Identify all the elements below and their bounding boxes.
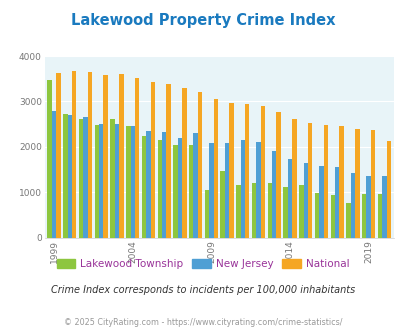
Bar — [345, 203, 350, 238]
Bar — [354, 129, 359, 238]
Bar — [63, 114, 68, 238]
Bar — [236, 185, 240, 238]
Bar — [370, 130, 374, 238]
Bar — [213, 99, 217, 238]
Text: © 2025 CityRating.com - https://www.cityrating.com/crime-statistics/: © 2025 CityRating.com - https://www.city… — [64, 318, 341, 327]
Bar — [72, 71, 76, 238]
Bar — [292, 119, 296, 238]
Bar — [260, 107, 264, 238]
Bar — [166, 84, 171, 238]
Legend: Lakewood Township, New Jersey, National: Lakewood Township, New Jersey, National — [52, 254, 353, 273]
Bar — [361, 194, 366, 238]
Bar — [204, 190, 209, 238]
Bar — [130, 126, 134, 238]
Bar — [381, 176, 386, 238]
Text: Crime Index corresponds to incidents per 100,000 inhabitants: Crime Index corresponds to incidents per… — [51, 285, 354, 295]
Bar — [330, 195, 334, 238]
Bar — [318, 166, 323, 238]
Bar — [193, 133, 197, 238]
Bar — [303, 163, 307, 238]
Bar — [245, 104, 249, 238]
Bar — [229, 103, 233, 238]
Bar — [99, 124, 103, 238]
Bar — [377, 194, 381, 238]
Bar — [350, 173, 354, 238]
Bar — [339, 125, 343, 238]
Bar — [267, 183, 271, 238]
Bar — [47, 80, 52, 238]
Text: Lakewood Property Crime Index: Lakewood Property Crime Index — [70, 13, 335, 28]
Bar — [366, 176, 370, 238]
Bar — [162, 132, 166, 238]
Bar — [126, 126, 130, 238]
Bar — [271, 151, 276, 238]
Bar — [314, 193, 318, 238]
Bar — [177, 138, 182, 238]
Bar — [323, 125, 327, 238]
Bar — [115, 124, 119, 238]
Bar — [119, 74, 123, 238]
Bar — [83, 117, 87, 238]
Bar — [52, 112, 56, 238]
Bar — [79, 119, 83, 238]
Bar — [68, 115, 72, 238]
Bar — [220, 171, 224, 238]
Bar — [209, 143, 213, 238]
Bar — [307, 123, 311, 238]
Bar — [182, 88, 186, 238]
Bar — [189, 146, 193, 238]
Bar — [276, 112, 280, 238]
Bar — [197, 92, 202, 238]
Bar — [173, 145, 177, 238]
Bar — [157, 140, 162, 238]
Bar — [146, 131, 150, 238]
Bar — [386, 141, 390, 238]
Bar — [94, 125, 99, 238]
Bar — [141, 136, 146, 238]
Bar — [287, 159, 292, 238]
Bar — [150, 82, 155, 238]
Bar — [256, 142, 260, 238]
Bar — [334, 167, 339, 238]
Bar — [298, 185, 303, 238]
Bar — [252, 183, 256, 238]
Bar — [283, 187, 287, 238]
Bar — [240, 140, 245, 238]
Bar — [224, 143, 229, 238]
Bar — [103, 75, 108, 238]
Bar — [134, 78, 139, 238]
Bar — [110, 119, 115, 238]
Bar — [56, 73, 61, 238]
Bar — [87, 72, 92, 238]
